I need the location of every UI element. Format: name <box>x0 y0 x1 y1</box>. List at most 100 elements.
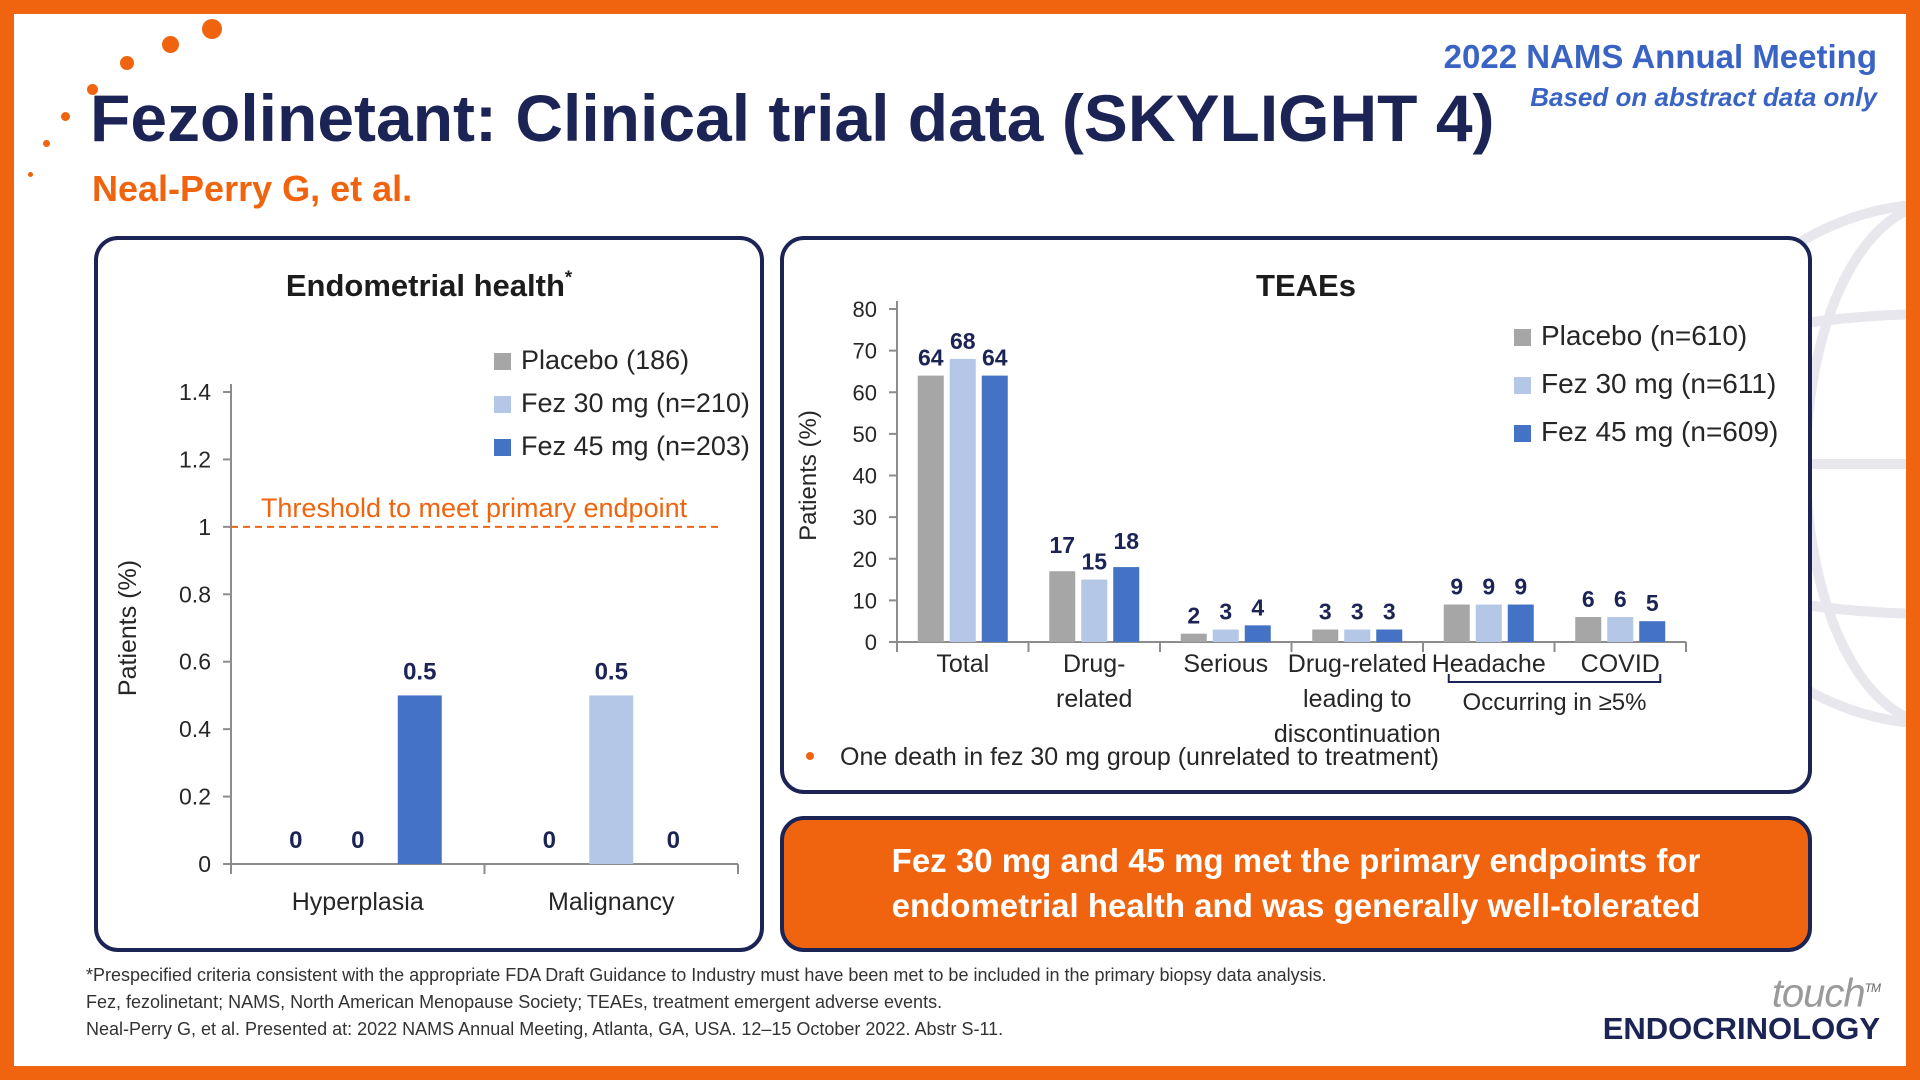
chart-title: TEAEs <box>1256 268 1356 303</box>
data-label: 0 <box>351 827 364 854</box>
bar <box>1639 621 1666 642</box>
bar <box>1312 629 1339 642</box>
data-label: 64 <box>918 345 944 371</box>
x-category-label: leading to <box>1303 685 1411 713</box>
x-category-label: Serious <box>1183 650 1268 678</box>
slide-title: Fezolinetant: Clinical trial data (SKYLI… <box>90 81 1495 155</box>
bar <box>1081 579 1108 642</box>
legend-entry: Fez 45 mg (n=609) <box>1541 416 1778 447</box>
decor-dot <box>43 140 50 147</box>
footnotes: *Prespecified criteria consistent with t… <box>86 962 1327 1043</box>
bar <box>1475 604 1502 642</box>
logo-brand: touch <box>1771 971 1866 1016</box>
chart-title-text: TEAEs <box>1256 268 1356 303</box>
data-label: 17 <box>1049 532 1075 558</box>
meeting-name: 2022 NAMS Annual Meeting <box>1443 38 1877 75</box>
y-tick-label: 0.6 <box>179 649 211 675</box>
footnote-criteria: *Prespecified criteria consistent with t… <box>86 965 1327 985</box>
y-tick-label: 80 <box>853 297 877 322</box>
y-tick-label: 70 <box>853 339 877 364</box>
data-label: 9 <box>1450 574 1463 600</box>
footnote-abbreviations: Fez, fezolinetant; NAMS, North American … <box>86 992 943 1012</box>
x-category-label: Headache <box>1432 650 1546 678</box>
decor-dot <box>202 19 222 39</box>
bar <box>1507 604 1534 642</box>
data-label: 2 <box>1187 603 1200 629</box>
data-label: 9 <box>1482 574 1495 600</box>
bar <box>1344 629 1371 642</box>
slide-author: Neal-Perry G, et al. <box>92 168 413 209</box>
data-label: 0 <box>543 827 556 854</box>
legend-entry: Placebo (186) <box>521 345 689 375</box>
legend-swatch <box>494 396 511 413</box>
logo-trademark: TM <box>1864 981 1881 995</box>
y-tick-label: 0.2 <box>179 784 211 810</box>
x-category-label: Total <box>936 650 989 678</box>
conclusion-text: Fez 30 mg and 45 mg met the primary endp… <box>891 842 1701 924</box>
legend-swatch <box>1514 329 1531 346</box>
meeting-header: 2022 NAMS Annual Meeting Based on abstra… <box>1444 38 1877 113</box>
data-label: 0 <box>289 827 302 854</box>
bar <box>949 358 976 642</box>
meeting-disclaimer: Based on abstract data only <box>1530 82 1877 112</box>
teae-panel: TEAEs 0 10 20 30 40 50 60 70 80 Patients (%) Total D… <box>780 236 1812 794</box>
data-label: 9 <box>1514 574 1527 600</box>
legend-swatch <box>494 353 511 370</box>
y-tick-label: 1 <box>198 514 211 540</box>
y-tick-label: 1.2 <box>179 446 211 472</box>
x-category-label: COVID <box>1581 650 1660 678</box>
decor-dot <box>61 112 70 121</box>
data-label: 6 <box>1614 586 1627 612</box>
data-label: 3 <box>1219 599 1232 625</box>
data-label: 3 <box>1383 599 1396 625</box>
y-tick-label: 0 <box>198 851 211 877</box>
legend-entry: Fez 30 mg (n=611) <box>1541 368 1776 399</box>
y-tick-label: 1.4 <box>179 379 211 405</box>
data-label: 3 <box>1351 599 1364 625</box>
x-category-label: Hyperplasia <box>292 888 424 916</box>
x-category-label: discontinuation <box>1274 720 1441 748</box>
data-label: 15 <box>1081 549 1107 575</box>
bar <box>1049 571 1076 642</box>
chart-title-marker: * <box>565 267 573 288</box>
bar <box>1180 633 1207 642</box>
bar <box>1244 625 1271 642</box>
y-tick-label: 0 <box>865 630 877 655</box>
bar <box>981 375 1008 642</box>
bar <box>1575 617 1602 642</box>
y-tick-label: 30 <box>853 505 877 530</box>
group-label: Occurring in ≥5% <box>1463 689 1647 716</box>
note-bullet <box>806 752 814 760</box>
data-label: 5 <box>1646 590 1659 616</box>
conclusion-callout: Fez 30 mg and 45 mg met the primary endp… <box>780 816 1812 952</box>
legend-entry: Placebo (n=610) <box>1541 320 1747 351</box>
legend-swatch <box>1514 425 1531 442</box>
y-tick-label: 0.4 <box>179 716 211 742</box>
decor-dot <box>28 172 33 177</box>
y-tick-label: 20 <box>853 547 877 572</box>
legend-swatch <box>494 439 511 456</box>
data-label: 0.5 <box>403 658 436 685</box>
y-tick-label: 50 <box>853 422 877 447</box>
data-label: 64 <box>982 345 1008 371</box>
y-axis-label: Patients (%) <box>114 560 142 696</box>
footnote-reference: Neal-Perry G, et al. Presented at: 2022 … <box>86 1019 1004 1039</box>
y-tick-label: 40 <box>853 464 877 489</box>
x-category-label: Drug-related <box>1288 650 1427 678</box>
y-axis-label: Patients (%) <box>795 410 822 541</box>
chart-note: One death in fez 30 mg group (unrelated … <box>840 743 1439 771</box>
decor-dot <box>162 36 179 53</box>
touch-endocrinology-logo: touchTM ENDOCRINOLOGY <box>1602 968 1881 1047</box>
bar <box>917 375 944 642</box>
bar <box>1113 567 1140 642</box>
threshold-label: Threshold to meet primary endpoint <box>261 493 688 523</box>
y-tick-label: 10 <box>853 588 877 613</box>
endometrial-health-chart: Endometrial health* 0 0.2 0.4 0.6 0.8 1 1.2 1.4 P… <box>114 267 750 916</box>
x-category-label: Malignancy <box>548 888 675 916</box>
group-bracket <box>1447 674 1662 683</box>
data-label: 0 <box>667 827 680 854</box>
data-label: 18 <box>1113 528 1139 554</box>
logo-division: ENDOCRINOLOGY <box>1602 1011 1880 1047</box>
bar <box>1607 617 1634 642</box>
bar <box>1212 629 1239 642</box>
